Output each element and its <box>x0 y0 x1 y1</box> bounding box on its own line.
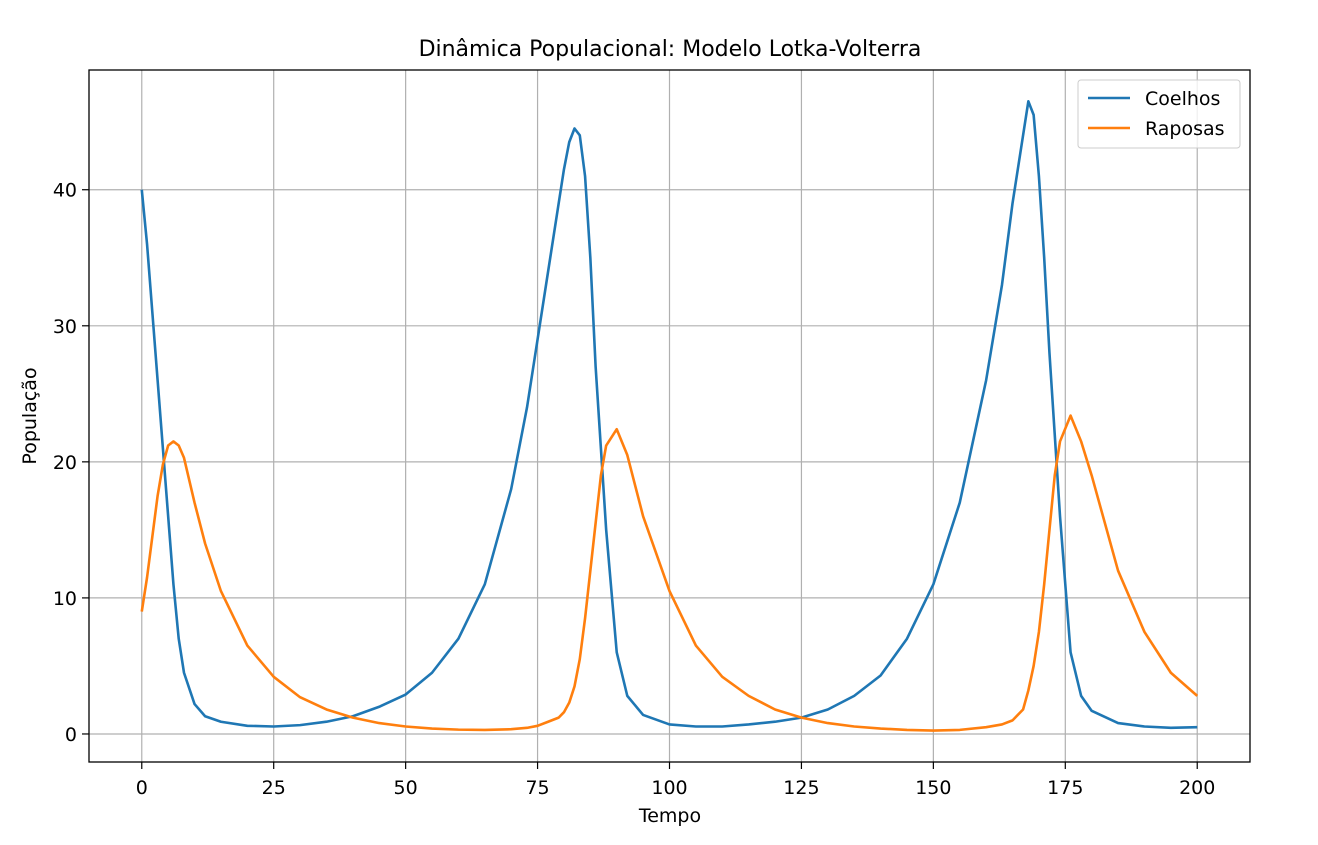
x-tick-label: 200 <box>1179 777 1215 799</box>
y-tick-label: 30 <box>53 316 77 338</box>
x-tick-label: 0 <box>136 777 148 799</box>
y-tick-label: 20 <box>53 452 77 474</box>
x-axis-label: Tempo <box>638 805 701 827</box>
chart-title: Dinâmica Populacional: Modelo Lotka-Volt… <box>419 37 922 62</box>
legend-label: Coelhos <box>1145 88 1220 110</box>
legend-label: Raposas <box>1145 118 1225 140</box>
x-tick-label: 175 <box>1047 777 1083 799</box>
x-tick-label: 25 <box>262 777 286 799</box>
x-tick-label: 75 <box>525 777 549 799</box>
x-tick-label: 150 <box>915 777 951 799</box>
y-tick-label: 0 <box>65 724 77 746</box>
x-tick-label: 50 <box>394 777 418 799</box>
plot-frame <box>88 69 1251 763</box>
series-line <box>140 99 1198 730</box>
y-tick-label: 40 <box>53 180 77 202</box>
x-tick-label: 125 <box>783 777 819 799</box>
y-axis-label: População <box>19 367 41 464</box>
x-tick-label: 100 <box>651 777 687 799</box>
series-line <box>140 414 1199 732</box>
y-tick-label: 10 <box>53 588 77 610</box>
